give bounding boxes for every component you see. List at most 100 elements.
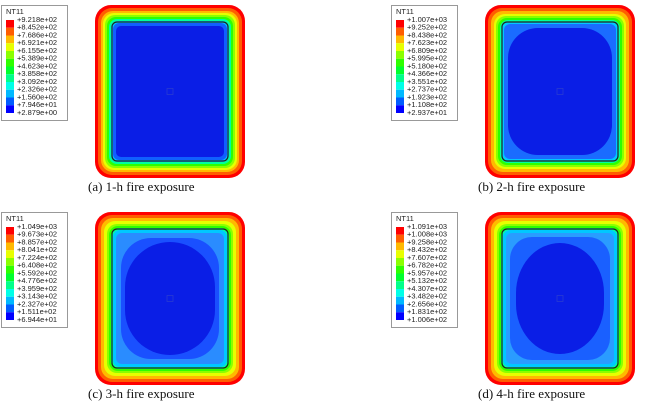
legend-label: +3.959e+02 bbox=[17, 284, 57, 293]
legend-swatch bbox=[6, 281, 14, 289]
legend-swatch bbox=[396, 20, 404, 28]
legend-swatch bbox=[396, 281, 404, 289]
contour-plot bbox=[95, 5, 245, 178]
contour-plot bbox=[485, 212, 635, 385]
legend-label: +6.408e+02 bbox=[17, 261, 57, 270]
legend-label: +4.307e+02 bbox=[407, 284, 447, 293]
legend-label: +7.224e+02 bbox=[17, 253, 57, 262]
legend-label: +6.921e+02 bbox=[17, 38, 57, 47]
legend-label: +2.879e+00 bbox=[17, 108, 57, 117]
legend-label: +3.858e+02 bbox=[17, 69, 57, 78]
center-marker bbox=[556, 88, 564, 95]
legend-label: +1.049e+03 bbox=[17, 222, 57, 231]
legend-label: +7.623e+02 bbox=[407, 38, 447, 47]
legend-label: +2.937e+01 bbox=[407, 108, 447, 117]
legend-label: +4.776e+02 bbox=[17, 276, 57, 285]
legend-label: +1.007e+03 bbox=[407, 15, 447, 24]
legend-swatch bbox=[396, 273, 404, 282]
contour-band bbox=[116, 26, 224, 157]
legend-title: NT11 bbox=[6, 214, 24, 223]
legend-label: +7.946e+01 bbox=[17, 100, 57, 109]
legend-swatch bbox=[6, 273, 14, 282]
legend-title: NT11 bbox=[396, 7, 414, 16]
legend-swatch bbox=[396, 289, 404, 297]
legend-swatch bbox=[6, 82, 14, 90]
legend-swatch bbox=[6, 234, 14, 243]
center-marker bbox=[556, 295, 564, 302]
panel: NT11+1.049e+03+9.673e+02+8.857e+02+8.041… bbox=[1, 212, 245, 401]
legend-label: +2.656e+02 bbox=[407, 299, 447, 308]
legend: NT11+1.091e+03+1.008e+03+9.258e+02+8.432… bbox=[391, 212, 458, 328]
legend-label: +3.092e+02 bbox=[17, 77, 57, 86]
legend-swatch bbox=[396, 304, 404, 313]
panel: NT11+1.007e+03+9.252e+02+8.438e+02+7.623… bbox=[391, 5, 635, 194]
contour-band bbox=[516, 243, 604, 354]
caption: (a) 1-h fire exposure bbox=[88, 179, 195, 194]
legend-swatch bbox=[6, 312, 14, 320]
legend-label: +9.218e+02 bbox=[17, 15, 57, 24]
legend-swatch bbox=[6, 66, 14, 75]
contour-band bbox=[125, 242, 215, 355]
legend-swatch bbox=[396, 265, 404, 274]
legend-swatch bbox=[396, 43, 404, 51]
legend-swatch bbox=[6, 43, 14, 51]
legend-label: +5.389e+02 bbox=[17, 54, 57, 63]
legend-title: NT11 bbox=[396, 214, 414, 223]
legend-swatch bbox=[6, 20, 14, 28]
legend-swatch bbox=[396, 242, 404, 251]
legend-label: +1.923e+02 bbox=[407, 92, 447, 101]
legend-swatch bbox=[6, 242, 14, 251]
legend-label: +7.607e+02 bbox=[407, 253, 447, 262]
legend-label: +8.432e+02 bbox=[407, 245, 447, 254]
legend: NT11+1.049e+03+9.673e+02+8.857e+02+8.041… bbox=[1, 212, 68, 328]
legend-swatch bbox=[6, 258, 14, 266]
legend-label: +6.782e+02 bbox=[407, 261, 447, 270]
center-marker bbox=[166, 295, 174, 302]
legend-swatch bbox=[396, 105, 404, 113]
center-marker bbox=[166, 88, 174, 95]
legend-swatch bbox=[6, 97, 14, 106]
contour-band bbox=[508, 28, 612, 155]
legend-label: +8.857e+02 bbox=[17, 237, 57, 246]
legend-swatch bbox=[396, 66, 404, 75]
section-outline bbox=[111, 228, 229, 369]
legend-label: +1.091e+03 bbox=[407, 222, 447, 231]
legend-swatch bbox=[6, 58, 14, 67]
legend-label: +4.623e+02 bbox=[17, 61, 57, 70]
caption: (b) 2-h fire exposure bbox=[478, 179, 585, 194]
legend-swatch bbox=[6, 51, 14, 59]
legend-swatch bbox=[396, 227, 404, 235]
legend-label: +8.041e+02 bbox=[17, 245, 57, 254]
legend-swatch bbox=[6, 27, 14, 36]
section-outline bbox=[501, 21, 619, 162]
legend-swatch bbox=[6, 89, 14, 98]
legend-label: +4.366e+02 bbox=[407, 69, 447, 78]
legend-label: +1.006e+02 bbox=[407, 315, 447, 324]
legend-label: +6.944e+01 bbox=[17, 315, 57, 324]
legend-swatch bbox=[396, 97, 404, 106]
legend-label: +3.551e+02 bbox=[407, 77, 447, 86]
caption: (d) 4-h fire exposure bbox=[478, 386, 585, 401]
legend-label: +2.737e+02 bbox=[407, 85, 447, 94]
legend-label: +5.592e+02 bbox=[17, 268, 57, 277]
legend-label: +1.831e+02 bbox=[407, 307, 447, 316]
legend-swatch bbox=[6, 250, 14, 258]
legend-label: +2.327e+02 bbox=[17, 299, 57, 308]
legend-label: +9.252e+02 bbox=[407, 23, 447, 32]
legend-swatch bbox=[396, 27, 404, 36]
legend-swatch bbox=[396, 234, 404, 243]
legend-swatch bbox=[6, 105, 14, 113]
legend-swatch bbox=[6, 289, 14, 297]
contour-plot bbox=[485, 5, 635, 178]
legend-swatch bbox=[396, 35, 404, 44]
legend-label: +8.452e+02 bbox=[17, 23, 57, 32]
legend-swatch bbox=[6, 74, 14, 82]
legend-swatch bbox=[396, 89, 404, 98]
section-outline bbox=[111, 21, 229, 162]
legend-label: +3.482e+02 bbox=[407, 292, 447, 301]
legend-swatch bbox=[396, 58, 404, 67]
legend-label: +1.108e+02 bbox=[407, 100, 447, 109]
caption: (c) 3-h fire exposure bbox=[88, 386, 195, 401]
